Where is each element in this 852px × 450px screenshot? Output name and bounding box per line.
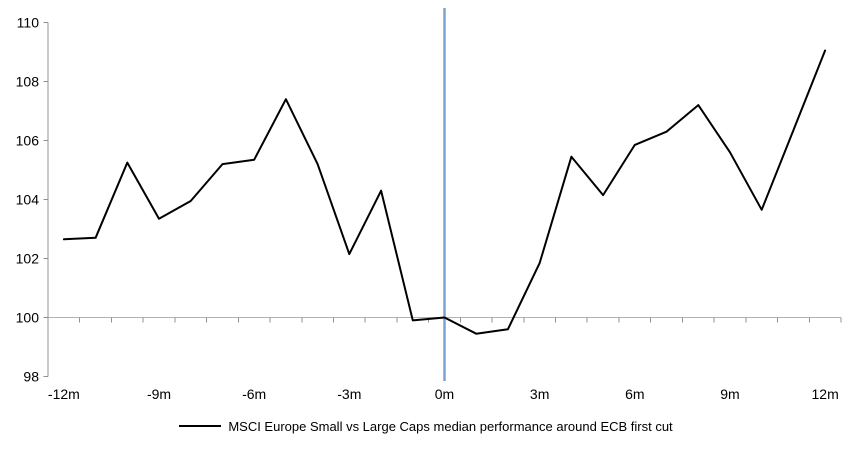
x-axis-tick-label: -3m [337, 386, 361, 402]
y-axis-tick-label: 102 [16, 251, 40, 267]
x-axis-tick-label: 9m [720, 386, 739, 402]
legend: MSCI Europe Small vs Large Caps median p… [0, 417, 852, 435]
y-axis-tick-label: 108 [16, 74, 40, 90]
y-axis-tick-label: 98 [23, 369, 39, 385]
series-line [62, 49, 827, 335]
x-axis-tick-label: 0m [435, 386, 454, 402]
x-axis-tick-label: 12m [812, 386, 839, 402]
x-axis-tick-label: -12m [48, 386, 80, 402]
x-axis-tick-label: -6m [242, 386, 266, 402]
x-axis-tick-label: 3m [530, 386, 549, 402]
x-axis-tick-label: 6m [625, 386, 644, 402]
y-axis-tick-label: 106 [16, 133, 40, 149]
y-axis-tick-label: 100 [16, 310, 40, 326]
x-axis-tick-label: -9m [147, 386, 171, 402]
y-axis-tick-label: 110 [17, 15, 40, 31]
legend-label: MSCI Europe Small vs Large Caps median p… [228, 418, 673, 434]
legend-line-swatch [179, 425, 222, 427]
y-axis-tick-label: 104 [16, 192, 40, 208]
